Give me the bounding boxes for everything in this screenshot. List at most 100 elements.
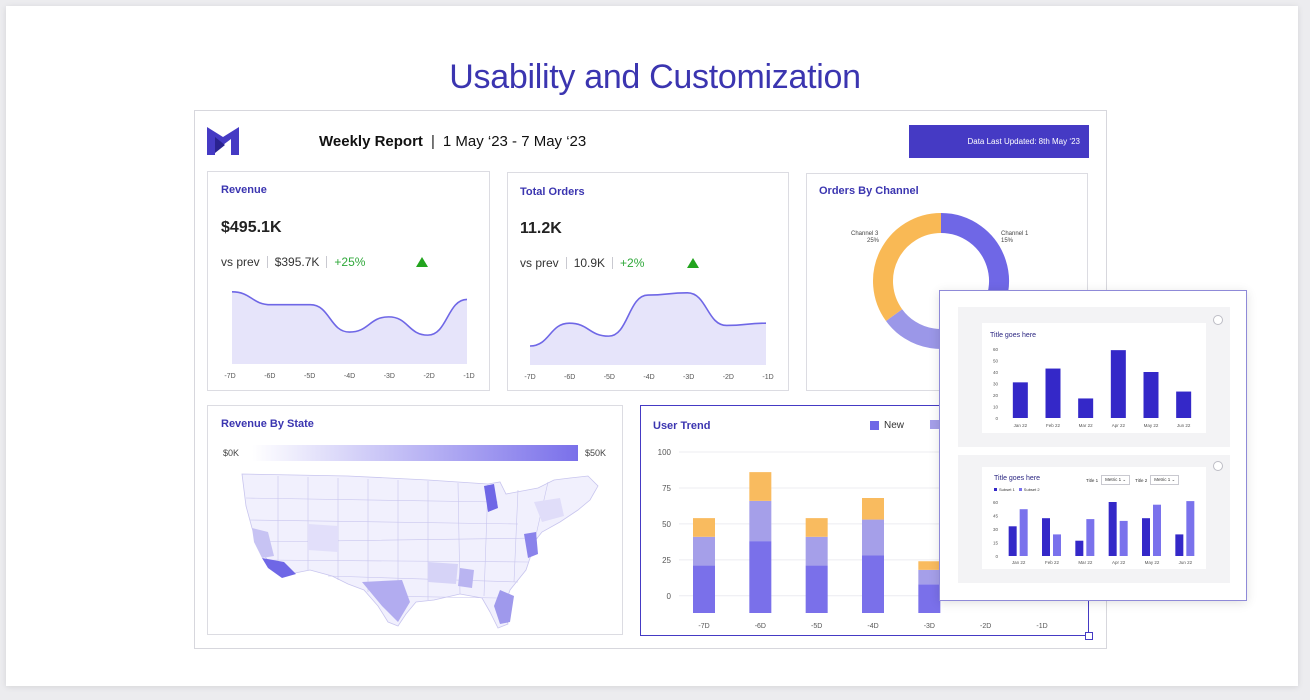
trend-up-icon xyxy=(416,257,428,267)
bar xyxy=(1078,398,1094,418)
y-tick-label: 20 xyxy=(993,393,999,398)
bar xyxy=(1075,540,1084,556)
stacked-bar-segment xyxy=(862,519,884,556)
filter-2-label: Title 2 xyxy=(1135,477,1148,483)
stacked-bar-segment xyxy=(805,518,828,537)
stacked-bar-segment xyxy=(918,569,941,585)
x-tick-label: -3D xyxy=(384,373,395,380)
x-tick-label: Apr 22 xyxy=(1112,560,1126,565)
legend-subset-1-swatch xyxy=(994,488,997,491)
x-tick-label: -6D xyxy=(264,373,275,380)
orders-value: 11.2K xyxy=(520,220,562,237)
color-scale-bar xyxy=(252,445,578,461)
revenue-comparison: vs prev $395.7K +25% xyxy=(221,255,365,269)
x-tick-label: Feb 22 xyxy=(1046,423,1061,428)
filter-2-select[interactable]: Metric 1 ⌄ xyxy=(1150,475,1180,485)
x-tick-label: -6D xyxy=(564,374,575,381)
x-tick-label: -5D xyxy=(811,623,822,630)
overlay-card-2[interactable]: Title goes here Title 1 Metric 1 ⌄ Title 2… xyxy=(958,455,1230,583)
filter-2-value: Metric 1 xyxy=(1154,477,1171,482)
revenue-title: Revenue xyxy=(221,184,267,196)
bar xyxy=(1153,504,1161,556)
y-tick-label: 100 xyxy=(658,448,672,457)
stacked-bar-segment xyxy=(862,498,884,520)
overlay-card-2-title: Title goes here xyxy=(994,475,1041,482)
stacked-bar-segment xyxy=(918,561,941,570)
bar xyxy=(1042,518,1050,556)
legend-new-label: New xyxy=(884,420,905,431)
x-tick-label: -7D xyxy=(698,623,709,630)
filter-1-value: Metric 1 xyxy=(1105,477,1122,482)
hero-title: Usability and Customization xyxy=(449,58,861,96)
total-orders-card[interactable]: Total Orders 11.2K vs prev 10.9K +2% -7D -6… xyxy=(507,172,789,391)
sparkline-area xyxy=(530,292,766,365)
resize-handle[interactable] xyxy=(1085,632,1093,640)
overlay-filters: Title 1 Metric 1 ⌄ Title 2 Metric 1 ⌄ xyxy=(1086,475,1184,485)
x-tick-label: -7D xyxy=(524,374,535,381)
channel-1-pct: 15% xyxy=(1001,238,1014,244)
orders-comparison: vs prev 10.9K +2% xyxy=(520,256,644,270)
orders-change: +2% xyxy=(620,256,645,270)
bar xyxy=(1012,382,1028,418)
y-tick-label: 75 xyxy=(662,484,671,493)
channel-1-label: Channel 1 xyxy=(1001,231,1029,237)
y-tick-label: 45 xyxy=(993,514,999,519)
y-tick-label: 50 xyxy=(662,520,671,529)
overlay-card-2-radio[interactable] xyxy=(1213,461,1223,471)
revenue-by-state-card[interactable]: Revenue By State $0K $50K xyxy=(207,405,623,635)
y-tick-label: 15 xyxy=(993,541,999,546)
divider xyxy=(612,257,614,269)
bar xyxy=(1086,519,1095,556)
revenue-vs-label: vs prev xyxy=(221,255,260,269)
overlay-card-1-radio[interactable] xyxy=(1213,315,1223,325)
y-tick-label: 30 xyxy=(993,382,999,387)
stacked-bar-segment xyxy=(693,518,715,537)
y-tick-label: 30 xyxy=(993,527,999,532)
channel-title: Orders By Channel xyxy=(819,185,919,197)
overlay-card-1-inner: Title goes here 0 10 20 30 40 50 60 Jan 22 Feb 2… xyxy=(982,323,1206,433)
report-heading: Weekly Report | 1 May ‘23 - 7 May ‘23 xyxy=(319,133,586,150)
bar xyxy=(1110,350,1126,418)
revenue-value: $495.1K xyxy=(221,219,282,236)
x-tick-label: Mar 22 xyxy=(1079,423,1094,428)
x-tick-label: Jan 22 xyxy=(1014,423,1028,428)
sparkline-area xyxy=(232,291,467,364)
x-tick-label: Feb 22 xyxy=(1045,560,1060,565)
orders-vs-label: vs prev xyxy=(520,256,559,270)
overlay-card-2-inner: Title goes here Title 1 Metric 1 ⌄ Title 2… xyxy=(982,467,1206,569)
overlay-card-1-title: Title goes here xyxy=(990,332,1037,339)
filter-1-select[interactable]: Metric 1 ⌄ xyxy=(1101,475,1131,485)
legend-subset-2: Subset 2 xyxy=(1023,487,1040,492)
revenue-card[interactable]: Revenue $495.1K vs prev $395.7K +25% -7D -6… xyxy=(207,171,490,391)
revenue-prev-value: $395.7K xyxy=(274,255,320,269)
y-tick-label: 50 xyxy=(993,359,999,364)
customization-overlay[interactable]: Title goes here 0 10 20 30 40 50 60 Jan 22 Feb 2… xyxy=(939,290,1247,601)
user-trend-title: User Trend xyxy=(653,420,711,432)
x-tick-label: -4D xyxy=(867,623,878,630)
x-tick-label: -3D xyxy=(683,374,694,381)
y-tick-label: 60 xyxy=(993,500,999,505)
bar xyxy=(1119,520,1128,556)
bar xyxy=(1186,501,1195,556)
x-tick-label: Jun 22 xyxy=(1177,423,1191,428)
stacked-bar-segment xyxy=(805,536,828,566)
legend-second-swatch xyxy=(930,420,944,429)
filter-1-label: Title 1 xyxy=(1086,477,1099,483)
y-tick-label: 10 xyxy=(993,405,999,410)
overlay-bar-chart-2: 0 15 30 45 60 Jan 22 Feb 22 Mar 22 Apr 22 May 22 J… xyxy=(993,500,1195,565)
divider xyxy=(266,256,268,268)
sparkline-line xyxy=(231,291,468,336)
us-state-map xyxy=(241,473,599,629)
legend-new-swatch xyxy=(870,421,879,430)
x-tick-label: -2D xyxy=(980,623,991,630)
divider xyxy=(565,257,567,269)
stacked-bar-segment xyxy=(749,500,772,542)
bar xyxy=(1142,518,1150,556)
x-tick-label: -1D xyxy=(762,374,773,381)
legend-subset-1: Subset 1 xyxy=(999,487,1015,492)
stacked-bar-segment xyxy=(918,584,941,613)
trend-up-icon xyxy=(687,258,699,268)
stacked-bar-segment xyxy=(749,541,772,613)
overlay-card-1[interactable]: Title goes here 0 10 20 30 40 50 60 Jan 22 Feb 2… xyxy=(958,307,1230,447)
x-tick-label: May 22 xyxy=(1144,423,1159,428)
